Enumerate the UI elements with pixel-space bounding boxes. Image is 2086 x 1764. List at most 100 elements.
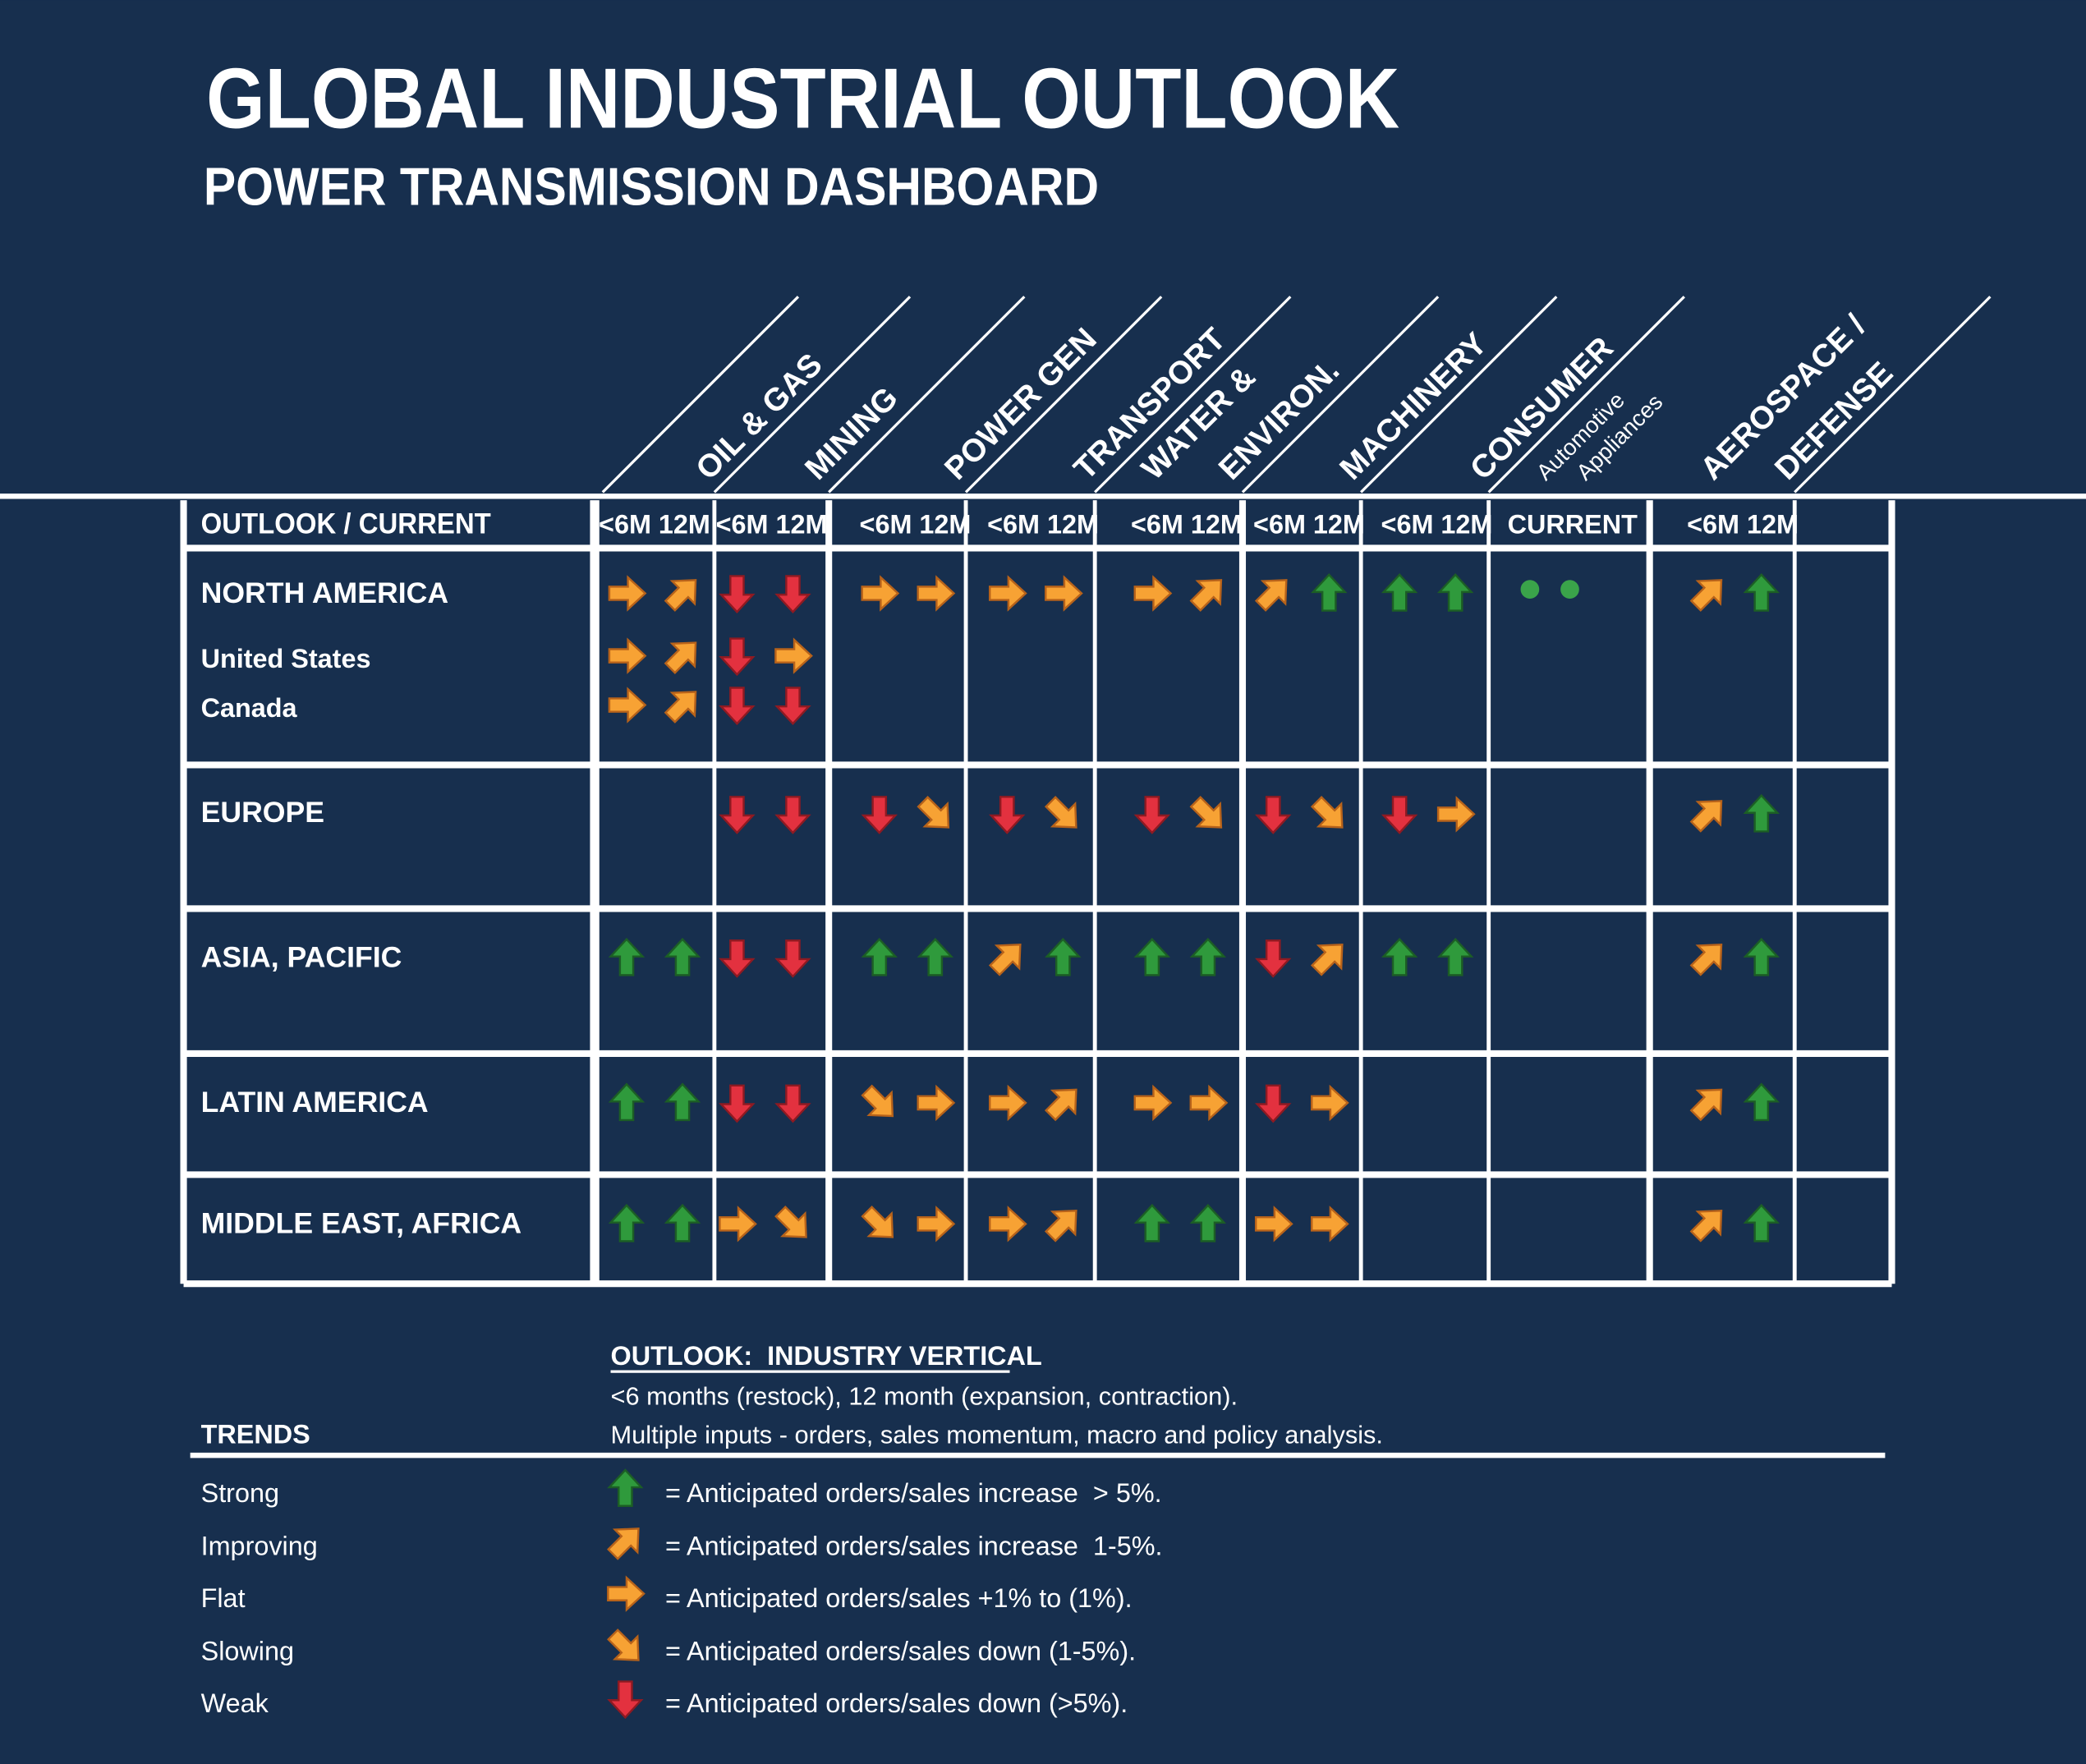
trend-arrow <box>664 1082 701 1122</box>
trend-arrow <box>1254 579 1288 612</box>
trend-arrow <box>861 1084 894 1118</box>
legend-text: = Anticipated orders/sales down (1-5%). <box>665 1637 1136 1666</box>
trend-arrow <box>1689 579 1723 612</box>
trend-arrow <box>719 575 756 613</box>
trend-arrow <box>719 796 756 834</box>
region-label: ASIA, PACIFIC <box>201 941 402 974</box>
trend-arrow <box>1133 575 1173 612</box>
trend-arrow <box>1255 796 1292 834</box>
column-header: <6M 12M <box>716 510 828 540</box>
trend-arrow <box>664 691 697 724</box>
trend-arrow <box>861 1205 894 1238</box>
trend-arrow <box>774 637 813 674</box>
trend-arrow <box>988 944 1022 976</box>
trend-arrow <box>719 687 756 726</box>
region-label: Canada <box>201 693 298 723</box>
trend-arrow <box>608 687 647 724</box>
trend-arrow <box>1189 796 1223 829</box>
diagonal-rule <box>713 296 912 494</box>
legend-label: Flat <box>201 1583 246 1613</box>
diagonal-rule <box>1360 296 1558 494</box>
region-label: EUROPE <box>201 796 324 829</box>
trend-arrow <box>1689 800 1723 833</box>
trend-arrow <box>861 937 898 976</box>
trend-arrow <box>607 1575 646 1612</box>
trend-arrow <box>1743 1203 1780 1243</box>
trend-arrow <box>774 1084 811 1123</box>
legend-heading: TRENDS <box>201 1420 310 1449</box>
trend-arrow <box>1189 1084 1229 1122</box>
trend-arrow <box>1189 1203 1227 1243</box>
trend-arrow <box>774 1205 807 1238</box>
trend-arrow <box>861 796 898 834</box>
diagonal-rule <box>828 296 1026 494</box>
trend-arrow <box>664 579 697 612</box>
trend-arrow <box>1045 575 1083 612</box>
column-header: CURRENT <box>1508 510 1638 540</box>
legend-text: = Anticipated orders/sales down (>5%). <box>665 1688 1128 1718</box>
trend-arrow <box>607 1527 640 1560</box>
title: GLOBAL INDUSTRIAL OUTLOOK <box>206 51 1399 146</box>
trend-arrow <box>1436 937 1474 976</box>
corner-label: OUTLOOK / CURRENT <box>201 508 491 540</box>
trend-arrow <box>664 1203 701 1243</box>
trend-arrow <box>989 796 1026 834</box>
region-label: MIDDLE EAST, AFRICA <box>201 1207 522 1240</box>
trend-arrow <box>1254 1206 1293 1243</box>
trend-arrow <box>1381 573 1418 612</box>
trend-arrow <box>1311 573 1348 612</box>
trend-arrow <box>774 687 811 726</box>
trend-arrow <box>988 575 1027 612</box>
trend-arrow <box>1689 1088 1723 1122</box>
trend-arrow <box>1133 1203 1171 1243</box>
trend-arrow <box>664 641 697 674</box>
diagonal-rule <box>1487 296 1685 494</box>
trend-arrow <box>607 1680 644 1720</box>
trend-arrow <box>719 637 756 677</box>
trend-arrow <box>719 1084 756 1123</box>
trend-arrow <box>1743 937 1780 976</box>
legend-label: Slowing <box>201 1637 294 1666</box>
diagonal-rule <box>601 296 800 494</box>
notes-heading: OUTLOOK: INDUSTRY VERTICAL <box>611 1341 1042 1371</box>
trend-arrow <box>608 1203 646 1243</box>
column-header: <6M 12M <box>1687 510 1799 540</box>
trend-arrow <box>1310 944 1344 976</box>
trend-arrow <box>1133 937 1171 976</box>
subtitle: POWER TRANSMISSION DASHBOARD <box>204 156 1099 216</box>
column-header: <6M 12M <box>987 510 1099 540</box>
diagonal-rule <box>1794 296 1992 494</box>
column-header: <6M 12M <box>599 510 710 540</box>
trend-arrow <box>1689 944 1723 976</box>
legend-text: = Anticipated orders/sales increase 1-5%… <box>665 1532 1163 1561</box>
trend-arrow <box>917 796 950 829</box>
diagonal-rule <box>964 296 1163 494</box>
trend-arrow <box>1381 796 1418 834</box>
trend-arrow <box>917 1206 956 1243</box>
trend-arrow <box>1436 573 1474 612</box>
legend-label: Weak <box>201 1688 269 1718</box>
notes-line: <6 months (restock), 12 month (expansion… <box>611 1382 1238 1411</box>
trend-arrow <box>1133 1084 1173 1122</box>
current-dot <box>1520 580 1540 599</box>
trend-arrow <box>1689 1210 1723 1243</box>
trend-arrow <box>1189 579 1223 612</box>
column-header: <6M 12M <box>860 510 972 540</box>
trend-arrow <box>719 939 756 978</box>
region-label: United States <box>201 644 371 673</box>
trend-arrow <box>1189 937 1227 976</box>
trend-arrow <box>1310 796 1344 829</box>
current-dot <box>1560 580 1579 599</box>
trend-arrow <box>988 1084 1027 1122</box>
trend-arrow <box>607 1468 644 1507</box>
trend-arrow <box>774 939 811 978</box>
trend-arrow <box>1743 1082 1780 1122</box>
trend-arrow <box>1044 1210 1077 1243</box>
trend-arrow <box>608 1082 646 1122</box>
trend-arrow <box>1133 796 1171 834</box>
trend-arrow <box>1255 939 1292 978</box>
trend-arrow <box>607 1628 640 1661</box>
